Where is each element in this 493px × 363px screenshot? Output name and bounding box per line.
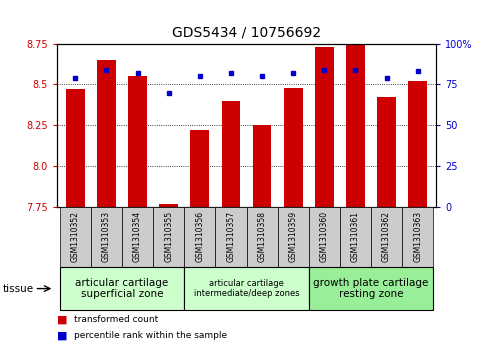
Bar — [371, 207, 402, 267]
Bar — [346, 44, 365, 207]
Bar — [315, 47, 334, 207]
Bar — [122, 207, 153, 267]
Bar — [253, 125, 271, 207]
Text: GSM1310362: GSM1310362 — [382, 211, 391, 262]
Text: GSM1310352: GSM1310352 — [71, 211, 80, 262]
Text: GSM1310357: GSM1310357 — [226, 211, 236, 262]
Bar — [97, 60, 116, 207]
Text: GSM1310360: GSM1310360 — [320, 211, 329, 262]
Text: ■: ■ — [57, 314, 67, 325]
Bar — [184, 207, 215, 267]
Text: GSM1310359: GSM1310359 — [289, 211, 298, 262]
Bar — [278, 207, 309, 267]
Text: GSM1310361: GSM1310361 — [351, 211, 360, 262]
Bar — [91, 207, 122, 267]
Bar — [190, 130, 209, 207]
Bar — [159, 204, 178, 207]
Text: transformed count: transformed count — [74, 315, 158, 324]
Bar — [128, 76, 147, 207]
Bar — [184, 267, 309, 310]
Bar — [215, 207, 246, 267]
Bar — [408, 81, 427, 207]
Text: GSM1310353: GSM1310353 — [102, 211, 111, 262]
Bar — [284, 87, 303, 207]
Bar — [153, 207, 184, 267]
Text: GSM1310355: GSM1310355 — [164, 211, 173, 262]
Text: articular cartilage
intermediate/deep zones: articular cartilage intermediate/deep zo… — [194, 279, 299, 298]
Text: GSM1310358: GSM1310358 — [257, 211, 267, 262]
Bar — [309, 207, 340, 267]
Text: GSM1310356: GSM1310356 — [195, 211, 204, 262]
Bar — [222, 101, 240, 207]
Text: articular cartilage
superficial zone: articular cartilage superficial zone — [75, 278, 169, 299]
Text: GDS5434 / 10756692: GDS5434 / 10756692 — [172, 25, 321, 40]
Bar — [340, 207, 371, 267]
Bar — [246, 207, 278, 267]
Text: growth plate cartilage
resting zone: growth plate cartilage resting zone — [313, 278, 428, 299]
Bar — [60, 207, 91, 267]
Text: percentile rank within the sample: percentile rank within the sample — [74, 331, 227, 340]
Bar — [60, 267, 184, 310]
Text: GSM1310354: GSM1310354 — [133, 211, 142, 262]
Bar — [402, 207, 433, 267]
Text: ■: ■ — [57, 331, 67, 341]
Bar — [309, 267, 433, 310]
Bar — [377, 97, 396, 207]
Text: tissue: tissue — [2, 284, 34, 294]
Text: GSM1310363: GSM1310363 — [413, 211, 422, 262]
Bar — [66, 89, 85, 207]
